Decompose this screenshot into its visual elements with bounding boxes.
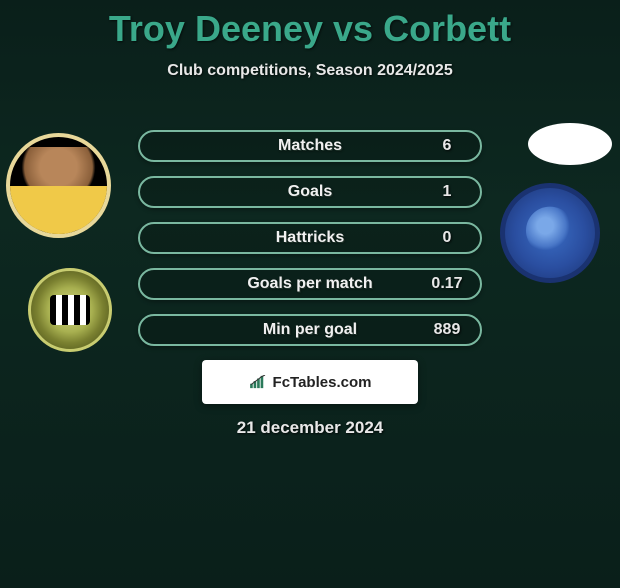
- watermark-text: FcTables.com: [273, 374, 372, 391]
- stat-row-min-per-goal: Min per goal 889: [138, 314, 482, 346]
- player-photo-left: [6, 133, 111, 238]
- watermark: FcTables.com: [202, 360, 418, 404]
- club-badge-left: [28, 268, 112, 352]
- shirt-placeholder: [10, 186, 107, 235]
- generated-date: 21 december 2024: [0, 418, 620, 438]
- stat-row-goals: Goals 1: [138, 176, 482, 208]
- stat-label: Matches: [198, 137, 422, 155]
- player-photo-right: [528, 123, 612, 165]
- stat-right-value: 6: [422, 137, 472, 155]
- stat-right-value: 889: [422, 321, 472, 339]
- stat-right-value: 0.17: [422, 275, 472, 293]
- stat-label: Goals: [198, 183, 422, 201]
- comparison-panel: Matches 6 Goals 1 Hattricks 0 Goals per …: [0, 108, 620, 368]
- comparison-title: Troy Deeney vs Corbett: [0, 8, 620, 50]
- stat-right-value: 1: [422, 183, 472, 201]
- stat-label: Min per goal: [198, 321, 422, 339]
- stat-row-hattricks: Hattricks 0: [138, 222, 482, 254]
- stat-label: Hattricks: [198, 229, 422, 247]
- stat-label: Goals per match: [198, 275, 422, 293]
- stat-row-matches: Matches 6: [138, 130, 482, 162]
- stat-right-value: 0: [422, 229, 472, 247]
- stats-list: Matches 6 Goals 1 Hattricks 0 Goals per …: [138, 130, 482, 360]
- club-badge-right: [500, 183, 600, 283]
- chart-icon: [249, 375, 267, 389]
- season-subtitle: Club competitions, Season 2024/2025: [0, 62, 620, 80]
- stat-row-goals-per-match: Goals per match 0.17: [138, 268, 482, 300]
